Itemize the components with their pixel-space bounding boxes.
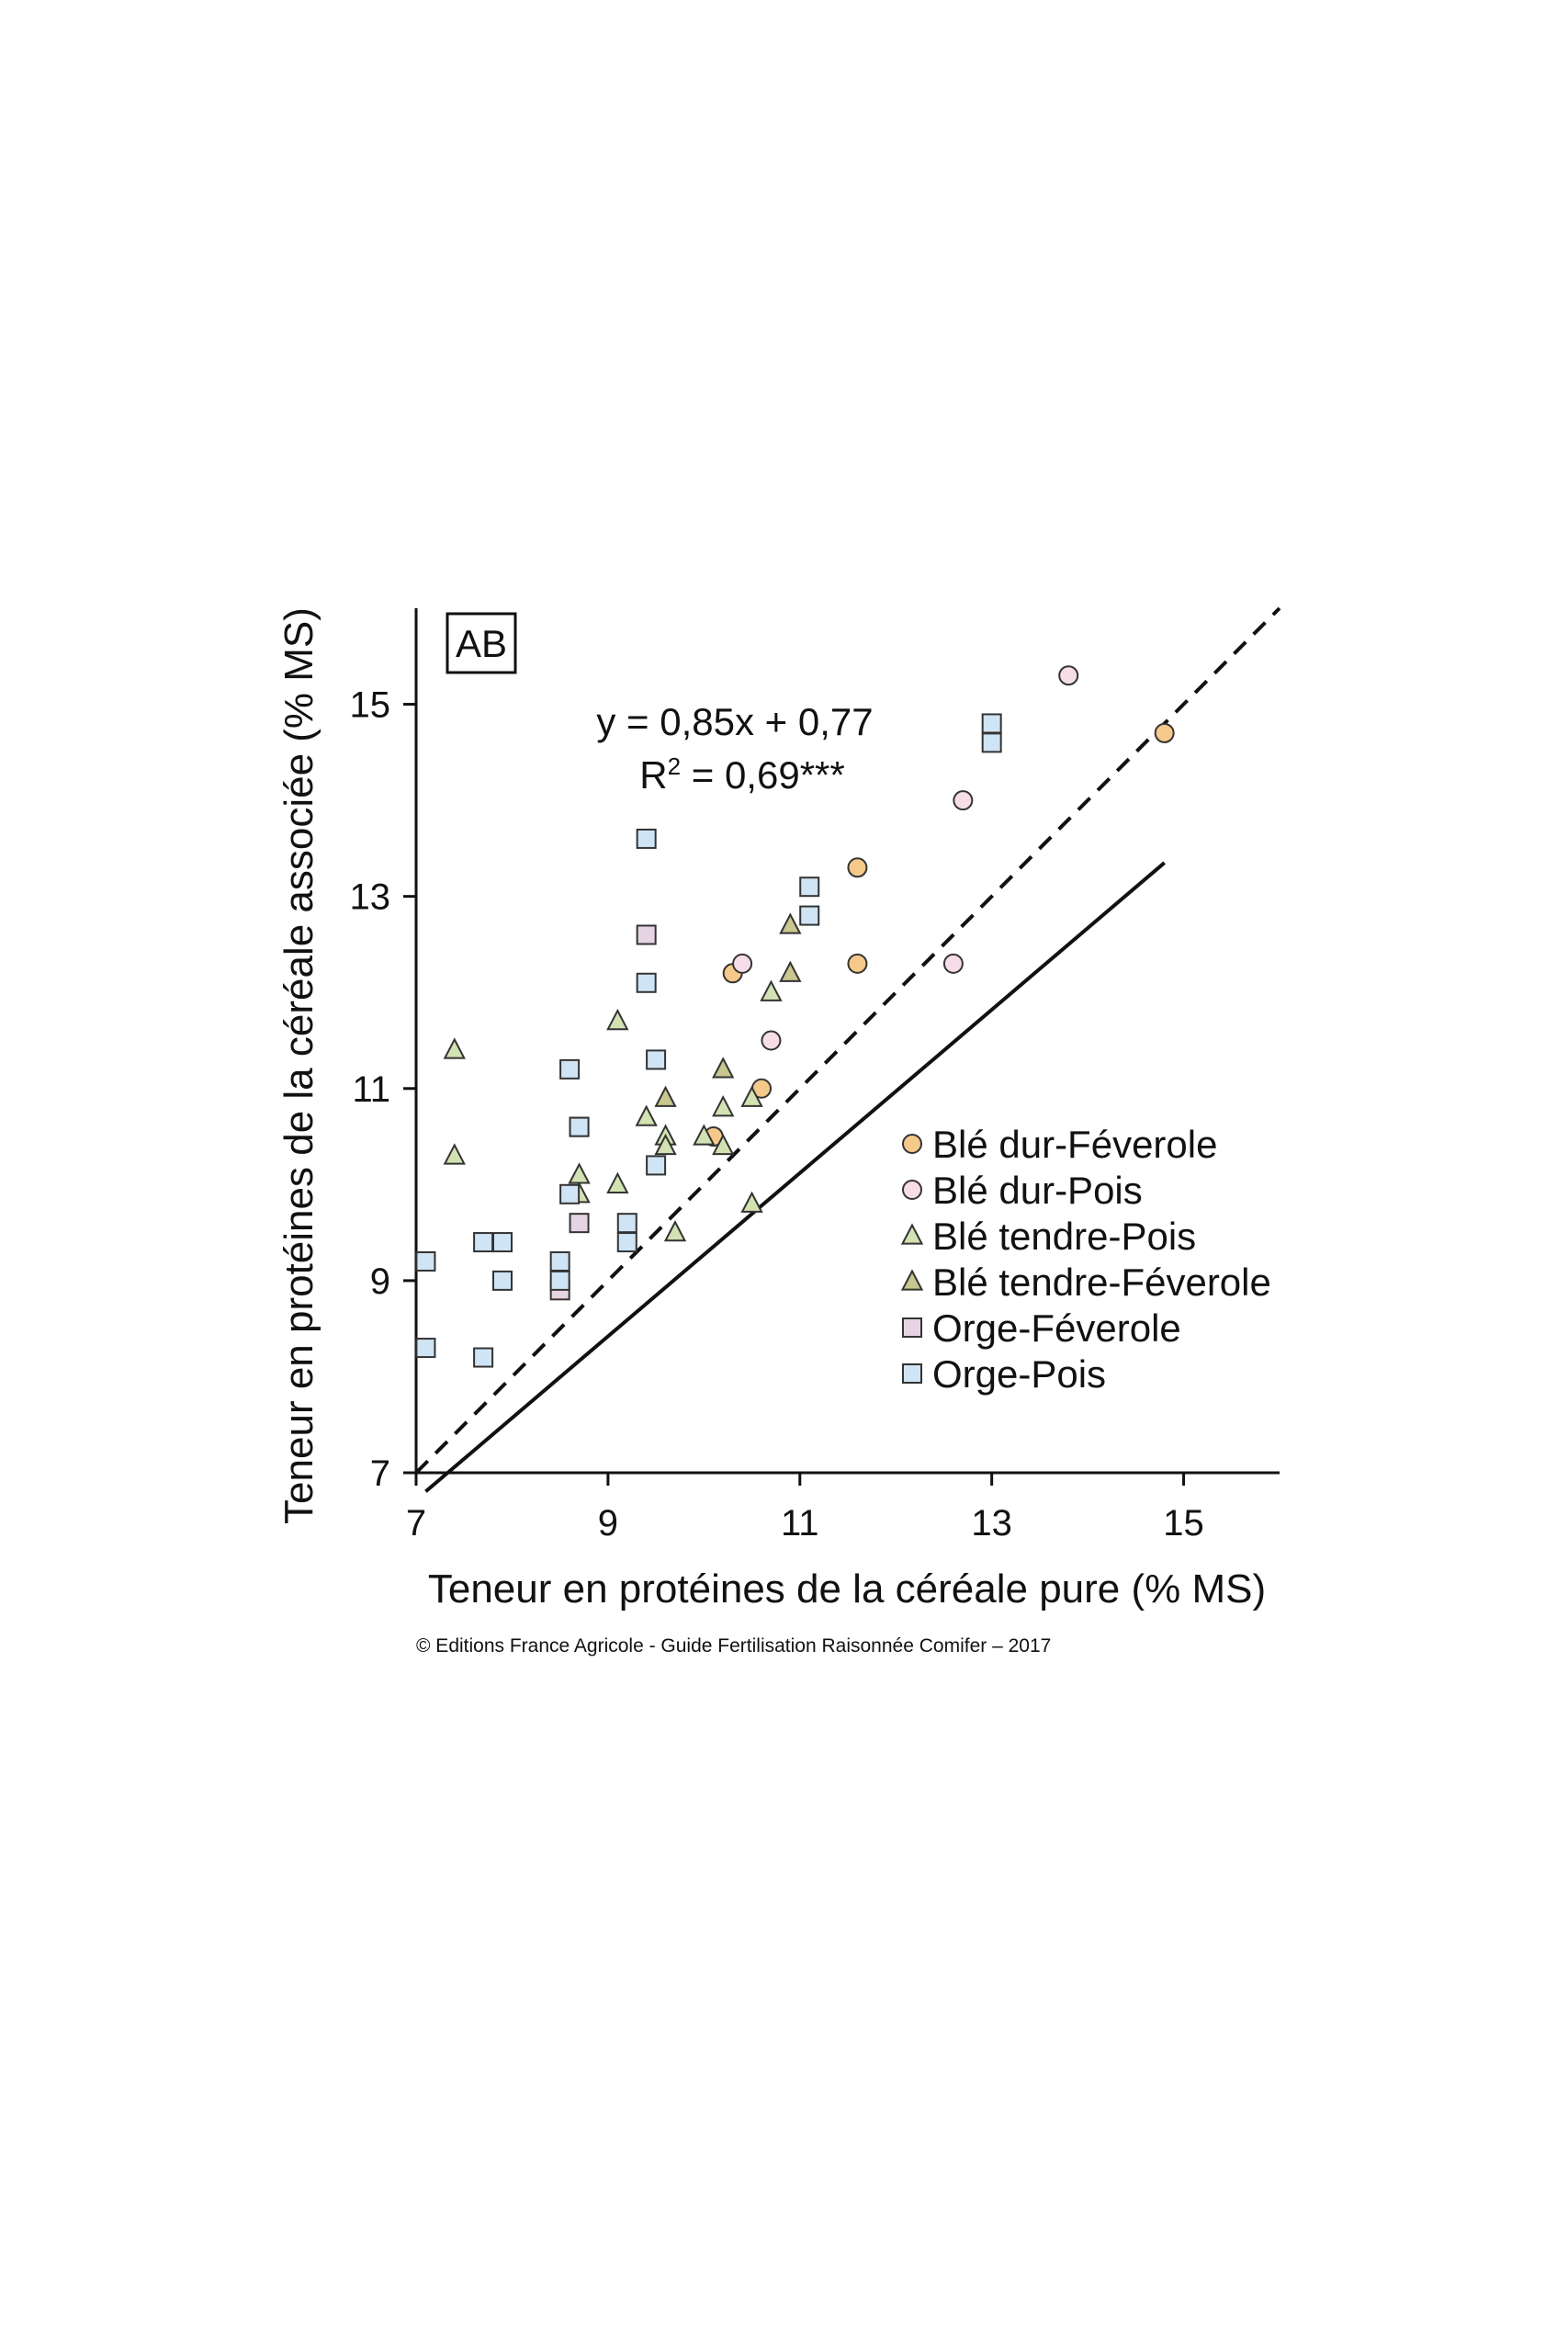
point-orge-pois [559,1183,581,1204]
legend-marker-ble-tendre-feverole [900,1269,924,1291]
point-ble-tendre-feverole [712,1057,735,1079]
point-orge-pois [646,1155,667,1176]
point-orge-pois [549,1270,570,1291]
point-orge-pois [569,1116,590,1137]
point-ble-tendre-feverole [779,912,802,934]
x-tick-label: 11 [781,1503,819,1544]
y-tick-label: 13 [350,877,391,918]
legend-marker-ble-dur-feverole [902,1134,922,1154]
credit-line: © Editions France Agricole - Guide Ferti… [416,1635,1051,1657]
panel-label: AB [456,622,507,665]
point-orge-pois [616,1213,637,1234]
legend-label-orge-pois: Orge-Pois [932,1352,1106,1396]
x-tick-label: 9 [598,1503,618,1544]
point-ble-tendre-pois [568,1162,591,1184]
legend-marker-ble-tendre-pois [900,1223,924,1245]
point-orge-pois [636,972,657,993]
legend-label-orge-feverole: Orge-Féverole [932,1306,1181,1350]
r-squared-prefix: R [639,753,667,797]
point-orge-pois [492,1232,513,1253]
point-orge-pois [549,1250,570,1272]
point-ble-tendre-pois [663,1219,687,1242]
point-orge-feverole [569,1213,590,1234]
x-axis-title: Teneur en protéines de la céréale pure (… [428,1566,1266,1611]
legend-label-ble-tendre-feverole: Blé tendre-Féverole [932,1261,1271,1304]
identity-line [414,606,1281,1475]
x-tick-label: 15 [1163,1503,1204,1544]
regression-line [424,861,1166,1493]
point-orge-feverole [636,924,657,945]
data-points [415,665,1175,1368]
legend-label-ble-dur-pois: Blé dur-Pois [932,1169,1143,1212]
point-orge-pois [646,1049,667,1070]
point-orge-pois [415,1250,436,1272]
point-ble-tendre-feverole [779,960,802,982]
point-ble-dur-feverole [1154,722,1175,743]
point-ble-tendre-pois [760,979,783,1001]
point-ble-tendre-pois [606,1008,629,1031]
y-axis-title: Teneur en protéines de la céréale associ… [276,607,321,1524]
point-ble-tendre-feverole [654,1085,677,1107]
point-orge-pois [981,713,1002,734]
point-ble-tendre-pois [654,1133,677,1156]
point-ble-tendre-pois [606,1171,629,1193]
point-ble-tendre-pois [443,1037,466,1059]
regression-equation: y = 0,85x + 0,77 [596,700,873,743]
legend-label-ble-tendre-pois: Blé tendre-Pois [932,1215,1196,1258]
point-ble-dur-feverole [847,857,868,878]
legend-marker-orge-pois [902,1363,922,1384]
legend-label-ble-dur-feverole: Blé dur-Féverole [932,1123,1217,1166]
axes: 7 9 11 13 15 7 9 11 13 15 [350,608,1280,1544]
y-tick-label: 11 [352,1069,390,1110]
y-tick-label: 7 [370,1453,390,1494]
point-orge-pois [799,905,820,926]
legend-marker-orge-feverole [902,1317,922,1338]
point-orge-pois [415,1338,436,1359]
point-ble-tendre-pois [712,1095,735,1117]
point-ble-dur-feverole [847,953,868,974]
y-tick-label: 9 [370,1261,390,1302]
r-squared-exponent: 2 [668,752,681,780]
point-ble-tendre-pois [740,1191,763,1213]
point-orge-pois [636,828,657,849]
r-squared: R2 = 0,69*** [639,752,844,797]
point-orge-pois [981,732,1002,753]
point-ble-tendre-pois [693,1124,716,1146]
point-ble-tendre-pois [740,1085,763,1107]
point-ble-dur-pois [953,790,974,811]
point-ble-dur-pois [942,953,964,974]
point-ble-dur-pois [761,1030,782,1051]
point-orge-pois [799,876,820,898]
x-tick-label: 7 [406,1503,426,1544]
point-ble-dur-pois [1058,665,1079,686]
point-orge-pois [473,1232,494,1253]
panel-label-box: AB [446,612,517,674]
legend-marker-ble-dur-pois [902,1180,922,1200]
x-tick-label: 13 [971,1503,1012,1544]
r-squared-value: = 0,69*** [681,753,845,797]
point-orge-pois [559,1058,581,1080]
point-orge-pois [492,1270,513,1291]
point-ble-tendre-pois [443,1143,466,1165]
point-ble-dur-pois [732,953,753,974]
point-ble-tendre-pois [712,1133,735,1156]
trend-lines [414,606,1281,1493]
point-ble-tendre-pois [635,1104,658,1126]
y-tick-label: 15 [350,685,391,726]
point-orge-pois [616,1232,637,1253]
point-orge-pois [473,1347,494,1368]
